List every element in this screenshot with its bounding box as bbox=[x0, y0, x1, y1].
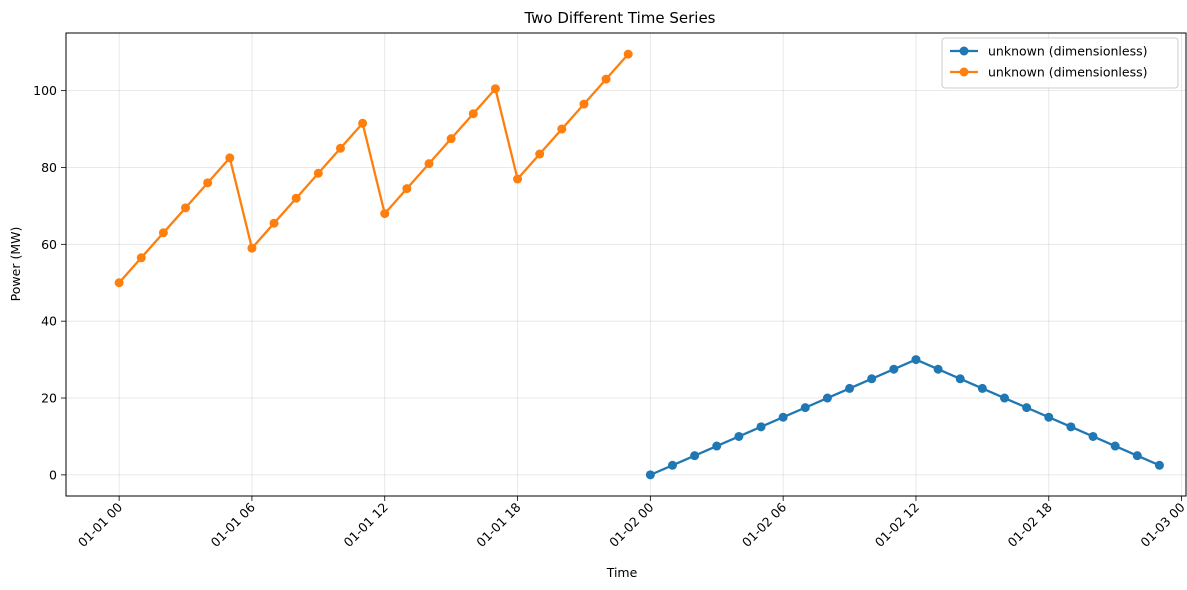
data-point bbox=[800, 403, 810, 413]
data-point bbox=[446, 134, 456, 144]
data-point bbox=[1110, 441, 1120, 451]
data-point bbox=[402, 184, 412, 194]
data-point bbox=[291, 193, 301, 203]
data-point bbox=[1044, 412, 1054, 422]
x-tick-label: 01-01 00 bbox=[75, 499, 125, 549]
series-line bbox=[649, 358, 1160, 476]
y-tick-label: 100 bbox=[33, 83, 57, 98]
data-point bbox=[1066, 422, 1076, 432]
data-point bbox=[911, 355, 921, 365]
data-point bbox=[269, 218, 279, 228]
data-point bbox=[623, 49, 633, 59]
data-point bbox=[181, 203, 191, 213]
data-point bbox=[734, 431, 744, 441]
series-1 bbox=[645, 355, 1164, 480]
y-axis: 0 20 40 60 80 100 bbox=[33, 83, 66, 482]
data-point bbox=[690, 451, 700, 461]
x-tick-label: 01-01 18 bbox=[473, 499, 523, 549]
data-point bbox=[557, 124, 567, 134]
data-point bbox=[1132, 451, 1142, 461]
data-point bbox=[203, 178, 213, 188]
y-tick-label: 60 bbox=[41, 237, 57, 252]
data-point bbox=[867, 374, 877, 384]
data-point bbox=[247, 243, 257, 253]
data-point bbox=[999, 393, 1009, 403]
data-point bbox=[313, 168, 323, 178]
data-point bbox=[645, 470, 655, 480]
data-point bbox=[756, 422, 766, 432]
data-point bbox=[114, 278, 124, 288]
data-point bbox=[822, 393, 832, 403]
x-tick-label: 01-02 12 bbox=[872, 500, 922, 550]
y-tick-label: 20 bbox=[41, 391, 57, 406]
x-tick-label: 01-01 12 bbox=[341, 500, 391, 550]
data-point bbox=[380, 209, 390, 219]
data-point bbox=[136, 253, 146, 263]
chart-title: Two Different Time Series bbox=[523, 9, 715, 27]
data-point bbox=[468, 109, 478, 119]
data-point bbox=[1154, 460, 1164, 470]
series-2 bbox=[114, 49, 633, 288]
data-point bbox=[490, 84, 500, 94]
legend-box bbox=[941, 37, 1179, 89]
x-tick-label: 01-02 00 bbox=[606, 499, 656, 549]
data-point bbox=[424, 159, 434, 169]
data-point bbox=[778, 412, 788, 422]
series-layer bbox=[114, 49, 1164, 480]
x-tick-label: 01-02 06 bbox=[739, 499, 789, 549]
legend-label: unknown (dimensionless) bbox=[988, 44, 1147, 59]
x-axis: 01-01 00 01-01 06 01-01 12 01-01 18 01-02 00… bbox=[75, 496, 1187, 550]
data-point bbox=[335, 143, 345, 153]
data-point bbox=[712, 441, 722, 451]
y-tick-label: 40 bbox=[41, 314, 57, 329]
data-point bbox=[513, 174, 523, 184]
y-tick-label: 80 bbox=[41, 160, 57, 175]
data-point bbox=[358, 118, 368, 128]
grid-lines bbox=[66, 33, 1186, 496]
data-point bbox=[601, 74, 611, 84]
data-point bbox=[225, 153, 235, 163]
data-point bbox=[1022, 403, 1032, 413]
x-tick-label: 01-01 06 bbox=[208, 499, 258, 549]
data-point bbox=[535, 149, 545, 159]
series-line bbox=[118, 53, 630, 284]
data-point bbox=[579, 99, 589, 109]
legend-label: unknown (dimensionless) bbox=[988, 65, 1147, 80]
legend-marker bbox=[959, 46, 969, 56]
legend: unknown (dimensionless) unknown (dimensio… bbox=[941, 37, 1179, 89]
data-point bbox=[845, 383, 855, 393]
y-axis-title: Power (MW) bbox=[8, 227, 23, 302]
x-tick-label: 01-02 18 bbox=[1005, 499, 1055, 549]
data-point bbox=[158, 228, 168, 238]
data-point bbox=[667, 460, 677, 470]
data-point bbox=[933, 364, 943, 374]
data-point bbox=[955, 374, 965, 384]
legend-marker bbox=[959, 67, 969, 77]
x-tick-label: 01-03 00 bbox=[1137, 499, 1187, 549]
x-axis-title: Time bbox=[606, 565, 638, 580]
data-point bbox=[977, 383, 987, 393]
y-tick-label: 0 bbox=[49, 467, 57, 482]
data-point bbox=[889, 364, 899, 374]
data-point bbox=[1088, 431, 1098, 441]
plot-frame bbox=[65, 32, 1187, 497]
